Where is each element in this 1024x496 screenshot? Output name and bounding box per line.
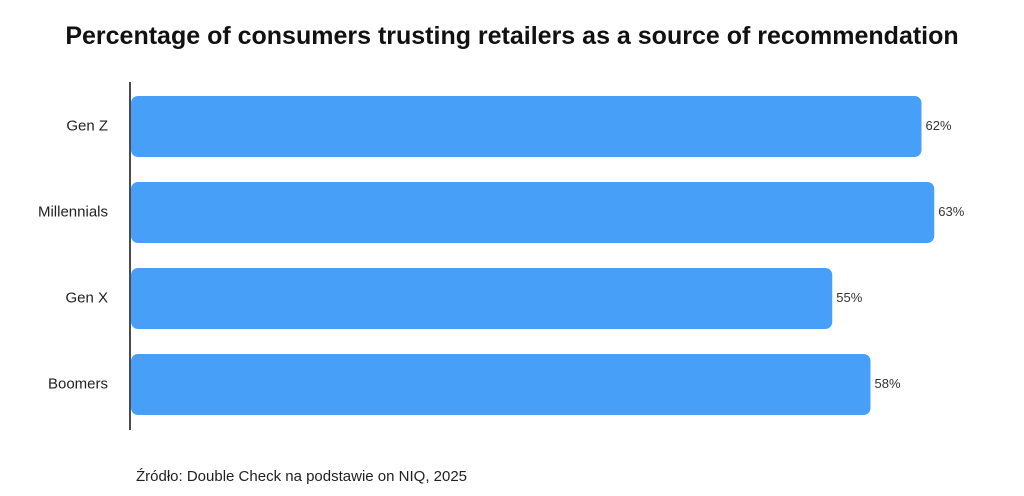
chart-title: Percentage of consumers trusting retaile… <box>65 22 959 50</box>
bar-gen-z <box>131 96 922 157</box>
category-label: Gen Z <box>66 117 108 134</box>
value-label: 62% <box>926 118 952 133</box>
category-label: Boomers <box>48 375 108 392</box>
category-label: Millennials <box>38 203 108 220</box>
bar-boomers <box>131 354 871 415</box>
bar-gen-x <box>131 268 833 329</box>
bar-millennials <box>131 182 935 243</box>
source-note: Źródło: Double Check na podstawie on NIQ… <box>136 468 468 485</box>
value-label: 63% <box>938 204 964 219</box>
value-label: 55% <box>836 290 862 305</box>
category-label: Gen X <box>65 289 108 306</box>
bars-layer: Gen Z 62% Millennials 63% Gen X 55% Boomers 58% <box>38 96 965 415</box>
value-label: 58% <box>875 376 901 391</box>
